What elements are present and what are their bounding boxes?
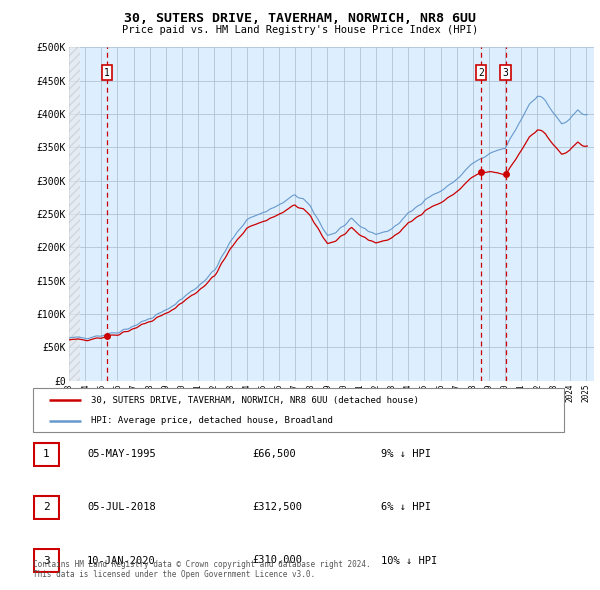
Text: 2: 2 [478, 67, 484, 77]
FancyBboxPatch shape [34, 549, 59, 572]
Text: Price paid vs. HM Land Registry's House Price Index (HPI): Price paid vs. HM Land Registry's House … [122, 25, 478, 35]
Text: 30, SUTERS DRIVE, TAVERHAM, NORWICH, NR8 6UU (detached house): 30, SUTERS DRIVE, TAVERHAM, NORWICH, NR8… [91, 395, 419, 405]
Text: 2: 2 [43, 503, 50, 512]
Text: 1: 1 [104, 67, 110, 77]
Text: 10-JAN-2020: 10-JAN-2020 [87, 556, 156, 565]
FancyBboxPatch shape [34, 442, 59, 466]
Text: Contains HM Land Registry data © Crown copyright and database right 2024.
This d: Contains HM Land Registry data © Crown c… [33, 560, 371, 579]
Text: £312,500: £312,500 [252, 503, 302, 512]
Text: 3: 3 [43, 556, 50, 565]
Text: 3: 3 [503, 67, 509, 77]
FancyBboxPatch shape [33, 388, 564, 432]
Text: 1: 1 [43, 450, 50, 459]
Text: HPI: Average price, detached house, Broadland: HPI: Average price, detached house, Broa… [91, 417, 333, 425]
Text: 6% ↓ HPI: 6% ↓ HPI [381, 503, 431, 512]
FancyBboxPatch shape [34, 496, 59, 519]
Text: 9% ↓ HPI: 9% ↓ HPI [381, 450, 431, 459]
Text: £66,500: £66,500 [252, 450, 296, 459]
Text: £310,000: £310,000 [252, 556, 302, 565]
Text: 30, SUTERS DRIVE, TAVERHAM, NORWICH, NR8 6UU: 30, SUTERS DRIVE, TAVERHAM, NORWICH, NR8… [124, 12, 476, 25]
Bar [69, 47, 80, 381]
Text: 05-JUL-2018: 05-JUL-2018 [87, 503, 156, 512]
Text: 10% ↓ HPI: 10% ↓ HPI [381, 556, 437, 565]
Text: 05-MAY-1995: 05-MAY-1995 [87, 450, 156, 459]
